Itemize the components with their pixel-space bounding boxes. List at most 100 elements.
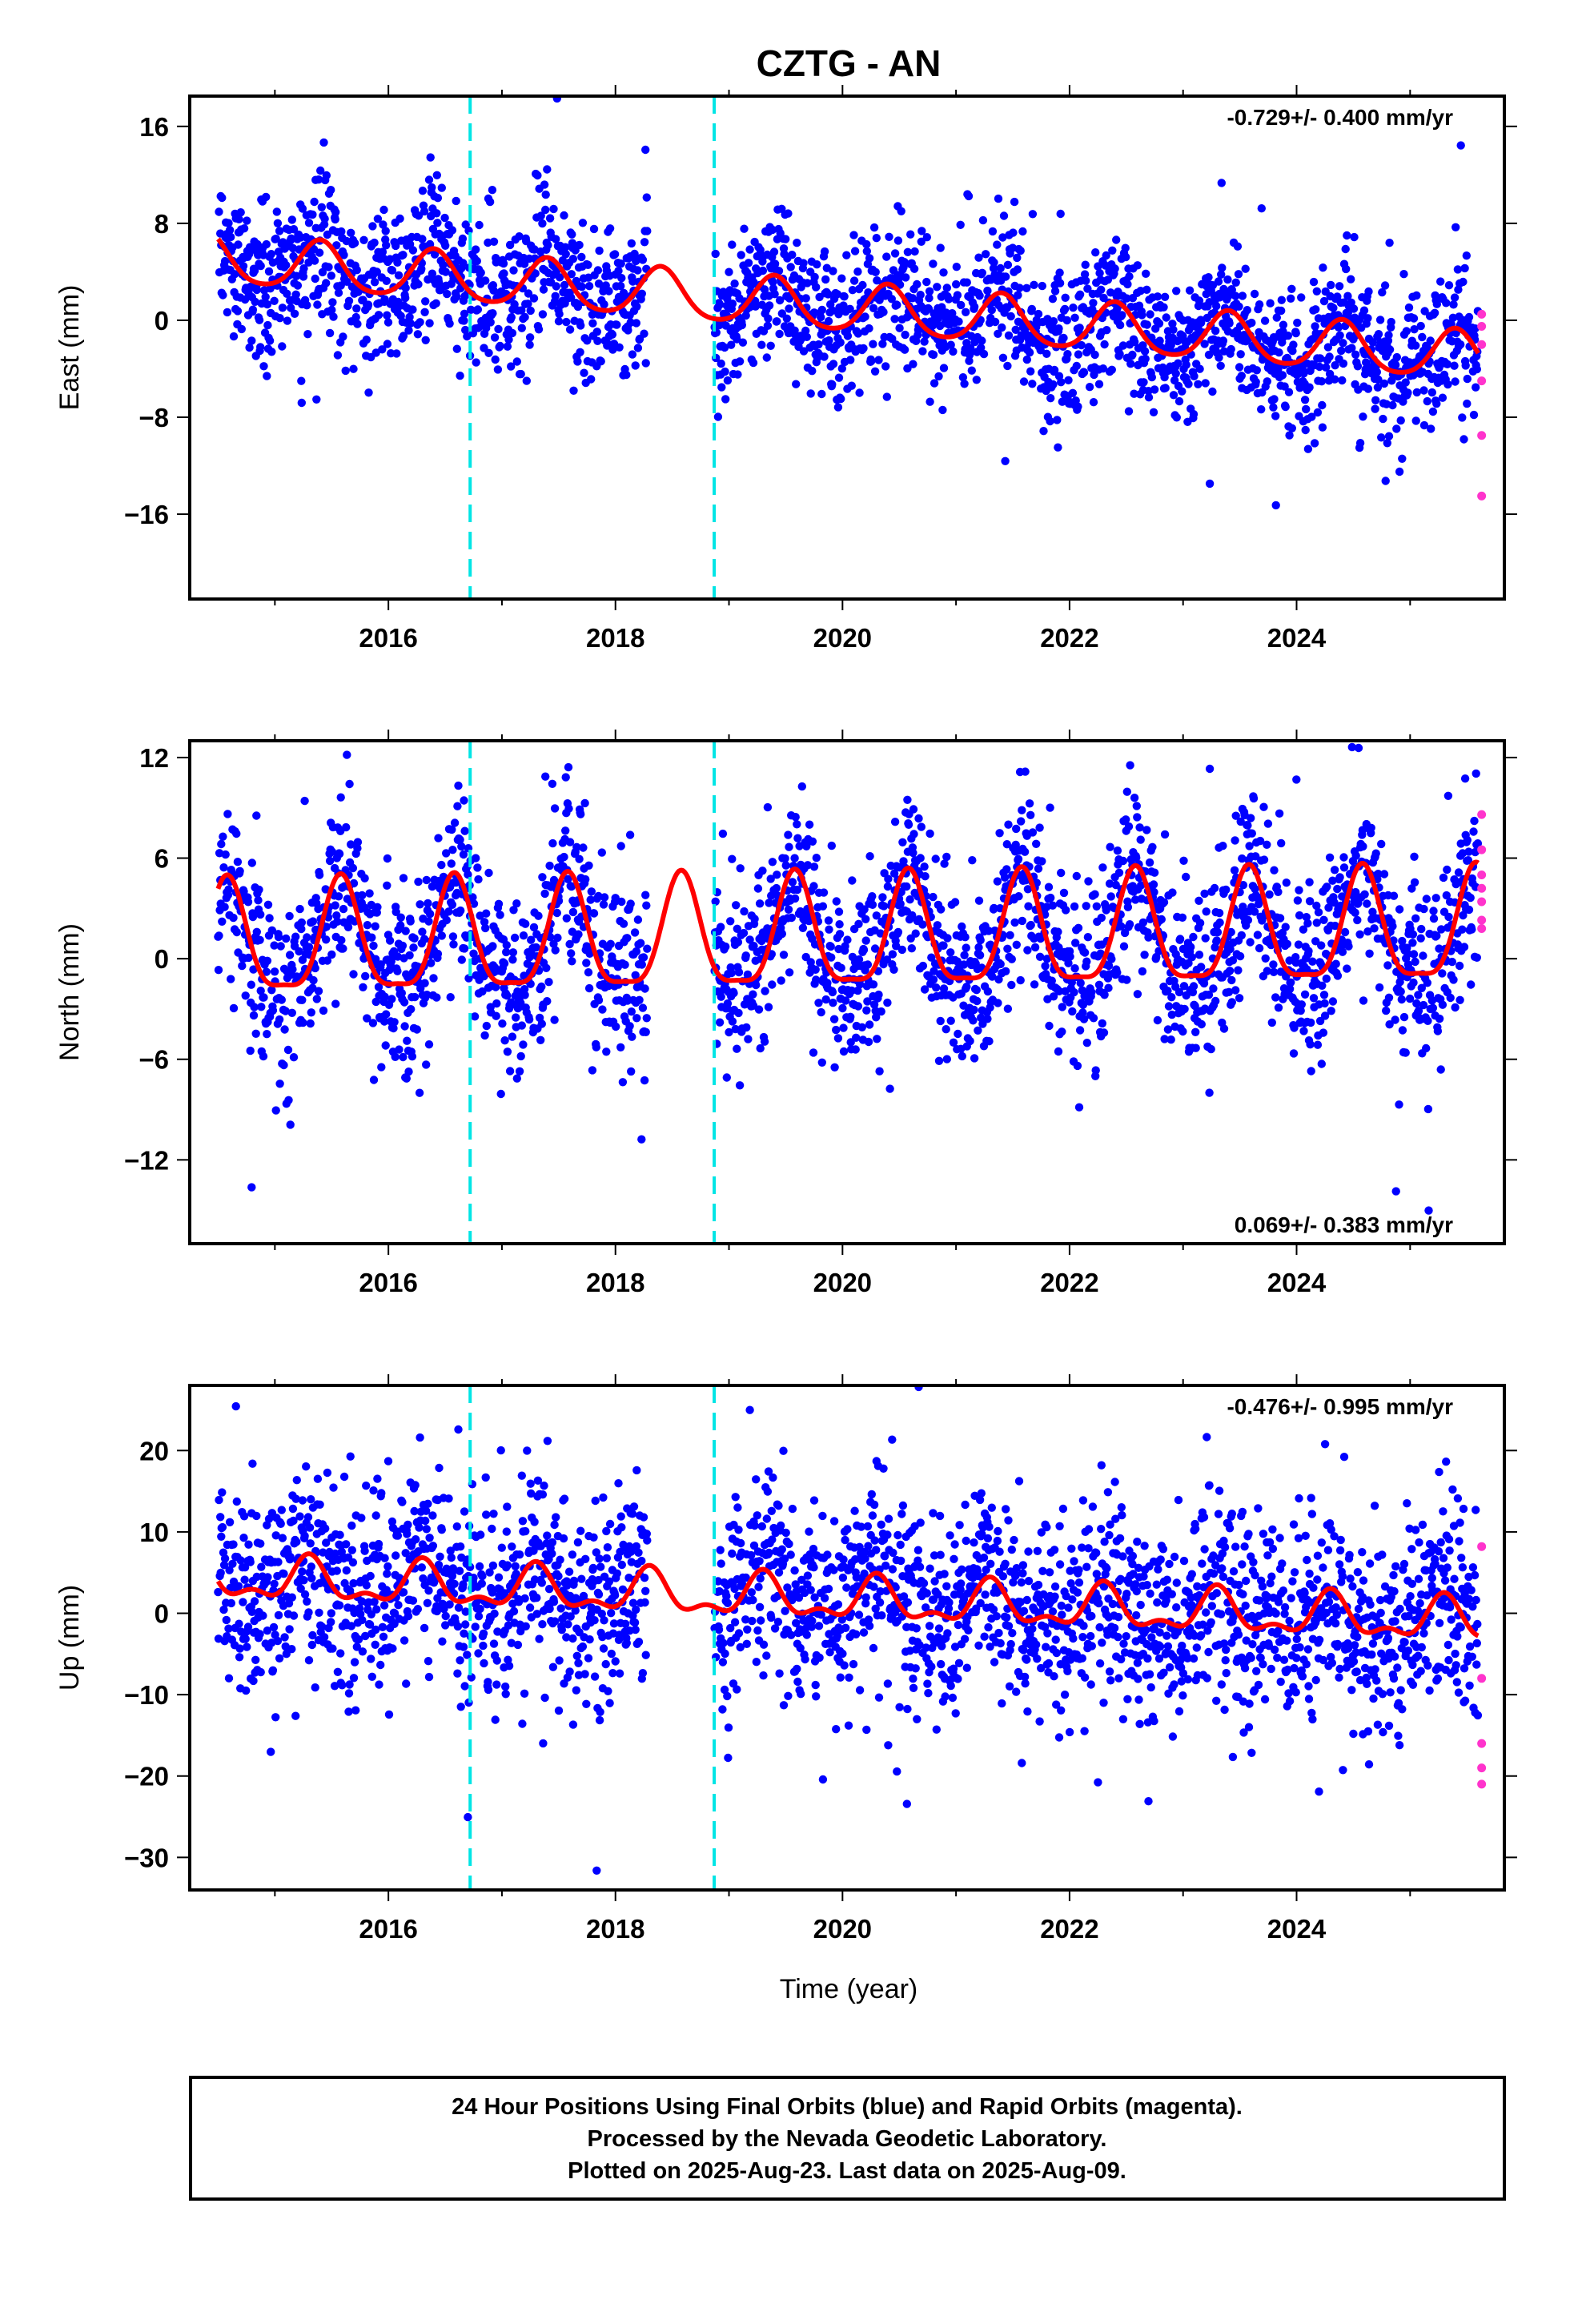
data-point xyxy=(1075,290,1085,299)
data-point xyxy=(627,1067,636,1076)
data-point xyxy=(378,247,387,256)
data-point xyxy=(825,336,833,345)
data-point xyxy=(848,286,857,295)
data-point xyxy=(1018,227,1027,236)
data-point xyxy=(232,829,241,838)
data-point xyxy=(578,219,588,227)
data-point xyxy=(382,1010,391,1019)
data-point xyxy=(348,863,358,873)
data-point xyxy=(1087,987,1096,997)
data-point xyxy=(889,965,898,975)
data-point xyxy=(721,395,730,404)
data-point xyxy=(1084,877,1093,886)
data-point xyxy=(1460,774,1470,783)
data-point xyxy=(1331,959,1340,968)
data-point xyxy=(574,930,583,939)
data-point xyxy=(870,367,880,376)
data-point xyxy=(1215,353,1223,362)
data-point xyxy=(972,986,982,995)
data-point xyxy=(1377,433,1386,442)
data-point xyxy=(1269,967,1279,977)
data-point xyxy=(985,1037,994,1046)
data-point xyxy=(1123,279,1132,289)
data-point xyxy=(1066,952,1074,961)
data-point xyxy=(1282,879,1291,887)
data-point xyxy=(555,273,564,282)
data-point xyxy=(1246,938,1255,947)
data-point xyxy=(1260,316,1270,325)
data-point xyxy=(433,219,442,227)
data-point xyxy=(541,772,550,781)
data-point xyxy=(1269,403,1278,412)
data-point xyxy=(460,309,469,318)
data-point xyxy=(1045,1021,1054,1031)
data-point xyxy=(936,243,945,252)
data-point xyxy=(638,255,648,264)
data-point xyxy=(510,933,520,943)
data-point xyxy=(1162,313,1170,322)
data-point xyxy=(508,328,517,338)
data-point xyxy=(1414,1007,1423,1015)
data-point xyxy=(1423,1016,1432,1026)
data-point xyxy=(452,292,461,301)
data-point xyxy=(949,1038,958,1047)
data-point xyxy=(306,1019,315,1028)
data-point xyxy=(624,326,632,335)
data-point xyxy=(909,830,918,838)
data-point xyxy=(560,852,568,862)
data-point xyxy=(316,166,325,175)
data-point xyxy=(216,1568,225,1578)
data-point xyxy=(300,796,309,806)
data-point xyxy=(337,935,346,945)
data-point xyxy=(1195,364,1204,373)
data-point xyxy=(1069,304,1078,312)
data-point xyxy=(1263,819,1273,828)
data-point xyxy=(512,1074,521,1083)
data-point xyxy=(343,750,351,759)
data-point xyxy=(1444,281,1454,290)
data-point xyxy=(460,826,469,835)
data-point xyxy=(1042,955,1052,963)
data-point xyxy=(1412,999,1421,1008)
data-point xyxy=(401,927,410,935)
data-point xyxy=(861,915,870,924)
data-point xyxy=(1104,961,1114,971)
data-point xyxy=(1458,925,1467,934)
data-point xyxy=(378,345,387,354)
data-point xyxy=(280,1025,289,1034)
data-point xyxy=(473,863,482,872)
data-point xyxy=(1285,984,1295,994)
data-point xyxy=(785,304,793,313)
data-point xyxy=(1443,360,1452,368)
data-point xyxy=(351,312,360,322)
data-point xyxy=(1290,1023,1299,1032)
data-point xyxy=(382,241,391,250)
data-point xyxy=(1104,983,1113,992)
data-point xyxy=(1327,1007,1335,1015)
data-point xyxy=(1250,907,1259,916)
data-point xyxy=(315,248,324,257)
rate-annotation: 0.069+/- 0.383 mm/yr xyxy=(1235,1212,1453,1237)
data-point xyxy=(817,305,826,315)
data-point xyxy=(942,1025,950,1034)
data-point xyxy=(230,270,239,279)
data-point xyxy=(217,839,226,849)
data-point xyxy=(1253,931,1263,939)
data-point xyxy=(1090,350,1099,360)
data-point xyxy=(486,318,495,327)
data-point xyxy=(404,1068,413,1076)
data-point xyxy=(244,953,253,963)
data-point xyxy=(1059,333,1068,343)
data-point xyxy=(225,1518,235,1527)
data-point xyxy=(1243,821,1252,830)
data-point xyxy=(331,215,339,224)
data-point xyxy=(336,793,345,802)
data-point xyxy=(1058,397,1067,406)
data-point xyxy=(1437,925,1446,934)
data-point xyxy=(739,928,749,938)
data-point xyxy=(1398,1026,1407,1035)
data-point xyxy=(1456,141,1465,150)
data-point xyxy=(1384,993,1394,1003)
data-point xyxy=(408,246,418,255)
data-point xyxy=(298,995,307,1005)
